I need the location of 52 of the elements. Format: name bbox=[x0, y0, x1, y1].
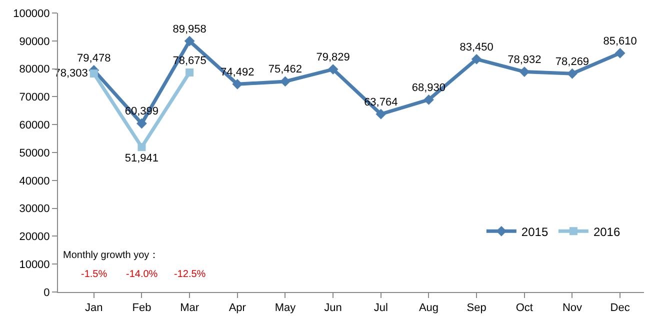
annotation: -1.5% bbox=[81, 269, 108, 280]
data-label: 79,478 bbox=[77, 52, 111, 65]
y-tick-label: 0 bbox=[44, 286, 50, 299]
x-tick-label: May bbox=[274, 302, 296, 314]
x-tick-label: Oct bbox=[516, 302, 533, 314]
point bbox=[376, 108, 386, 120]
annotation: -14.0% bbox=[126, 269, 158, 280]
point bbox=[232, 78, 243, 90]
legend-label: 2016 bbox=[593, 224, 620, 239]
y-tick-label: 40000 bbox=[19, 175, 50, 188]
data-label: 75,462 bbox=[268, 64, 302, 76]
y-tick-label: 30000 bbox=[19, 203, 50, 216]
y-tick-label: 100000 bbox=[13, 8, 50, 20]
x-tick-label: Aug bbox=[418, 302, 439, 314]
annotation: Monthly growth yoy： bbox=[63, 250, 160, 261]
y-tick-label: 50000 bbox=[19, 147, 50, 160]
point bbox=[138, 143, 146, 152]
x-tick-label: Mar bbox=[180, 302, 200, 314]
point bbox=[280, 76, 290, 87]
data-label: 78,932 bbox=[508, 54, 542, 66]
point bbox=[614, 48, 626, 58]
x-tick-label: Jun bbox=[324, 302, 342, 314]
x-tick-label: Dec bbox=[610, 302, 630, 314]
x-tick-label: Feb bbox=[132, 302, 152, 314]
y-tick-label: 70000 bbox=[19, 92, 50, 104]
x-tick-label: Jan bbox=[85, 302, 103, 314]
x-tick-label: Apr bbox=[228, 302, 246, 314]
data-label: 79,829 bbox=[316, 52, 350, 64]
point bbox=[424, 94, 434, 105]
y-tick-label: 60000 bbox=[19, 119, 50, 132]
x-tick-label: Jul bbox=[374, 302, 388, 314]
y-tick-label: 90000 bbox=[19, 36, 50, 48]
data-label: 51,941 bbox=[124, 152, 159, 164]
data-label: 85,610 bbox=[603, 35, 637, 48]
legend-label: 2015 bbox=[521, 224, 548, 239]
point bbox=[471, 54, 482, 64]
point bbox=[184, 36, 195, 46]
y-tick-label: 10000 bbox=[19, 258, 50, 271]
point bbox=[90, 70, 98, 78]
data-label: 78,269 bbox=[555, 56, 590, 68]
y-tick-label: 80000 bbox=[19, 64, 50, 76]
point bbox=[519, 66, 530, 77]
point bbox=[567, 68, 578, 79]
x-tick-label: Sep bbox=[466, 302, 486, 314]
annotation: -12.5% bbox=[174, 269, 206, 280]
x-tick-label: Nov bbox=[562, 302, 583, 314]
data-label: 83,450 bbox=[460, 41, 494, 54]
point bbox=[186, 68, 194, 76]
point bbox=[328, 64, 338, 74]
y-tick-label: 20000 bbox=[19, 231, 50, 244]
data-label: 89,958 bbox=[172, 23, 206, 36]
point bbox=[136, 118, 147, 129]
